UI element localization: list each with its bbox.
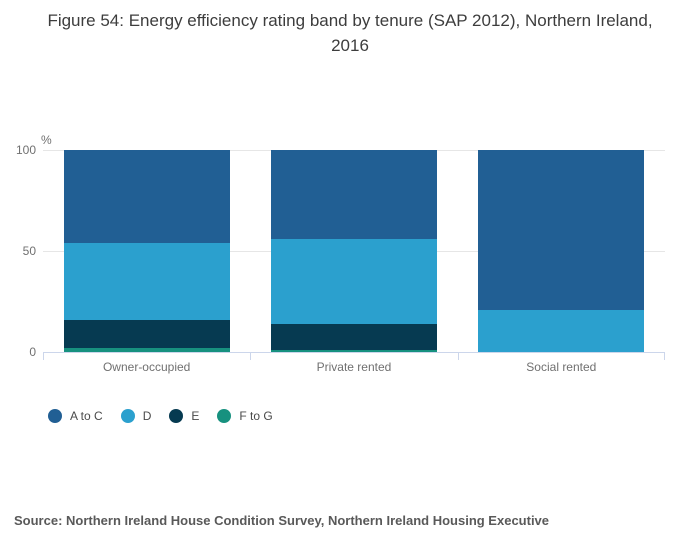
y-tick-label: 50 [22, 244, 36, 258]
chart-title: Figure 54: Energy efficiency rating band… [47, 11, 653, 55]
legend-marker-icon [169, 409, 184, 423]
x-category-label-owner-occupied: Owner-occupied [102, 360, 191, 374]
legend-marker-icon [217, 409, 232, 423]
x-axis-tick [250, 352, 251, 360]
x-axis-labels: Owner-occupied Private rented Social rente… [43, 360, 665, 374]
stacked-bar-social-rented [478, 150, 645, 352]
bar-segment-a-to-c-social-rented[interactable] [478, 150, 645, 310]
legend-item-label: E [191, 409, 200, 423]
x-category-label-social-rented: Social rented [526, 360, 597, 374]
source-text: Source: Northern Ireland House Condition… [14, 513, 550, 528]
x-axis-tick [43, 352, 44, 360]
y-tick-label: 100 [15, 143, 36, 157]
legend: A to C D E F to G [48, 409, 291, 423]
x-category-label-private-rented: Private rented [316, 360, 392, 374]
legend-item-label: A to C [70, 409, 103, 423]
legend-marker-icon [48, 409, 62, 423]
bar-segment-a-to-c-owner-occupied[interactable] [63, 150, 230, 243]
bar-segment-f-to-g-private-rented[interactable] [271, 349, 437, 352]
legend-marker-icon [120, 409, 135, 423]
legend-item-d[interactable]: D [120, 409, 152, 423]
bar-segment-a-to-c-private-rented[interactable] [271, 150, 437, 239]
bar-segment-d-owner-occupied[interactable] [63, 242, 230, 320]
bar-segment-d-private-rented[interactable] [271, 238, 437, 324]
legend-item-f-to-g[interactable]: F to G [217, 409, 273, 423]
x-axis-line [43, 352, 665, 353]
stacked-bar-private-rented [271, 150, 437, 352]
legend-item-label: F to G [239, 409, 273, 423]
plot-area [43, 150, 665, 360]
x-axis-tick [664, 352, 665, 360]
y-axis-unit-label: % [41, 133, 52, 147]
y-tick-label: 0 [29, 345, 36, 359]
legend-item-label: D [142, 409, 152, 423]
y-axis-labels: 0 50 100 [0, 143, 36, 359]
bar-segment-f-to-g-owner-occupied[interactable] [63, 347, 230, 352]
legend-item-e[interactable]: E [169, 409, 199, 423]
bar-group-owner-occupied [43, 150, 250, 352]
bar-segment-e-private-rented[interactable] [271, 323, 437, 350]
bar-group-social-rented [458, 150, 665, 352]
bar-segment-d-social-rented[interactable] [478, 309, 645, 352]
x-axis-tick [458, 352, 459, 360]
bar-group-private-rented [250, 150, 457, 352]
stacked-bar-owner-occupied [63, 150, 230, 352]
bar-segment-e-owner-occupied[interactable] [63, 319, 230, 348]
legend-item-a-to-c[interactable]: A to C [48, 409, 103, 423]
